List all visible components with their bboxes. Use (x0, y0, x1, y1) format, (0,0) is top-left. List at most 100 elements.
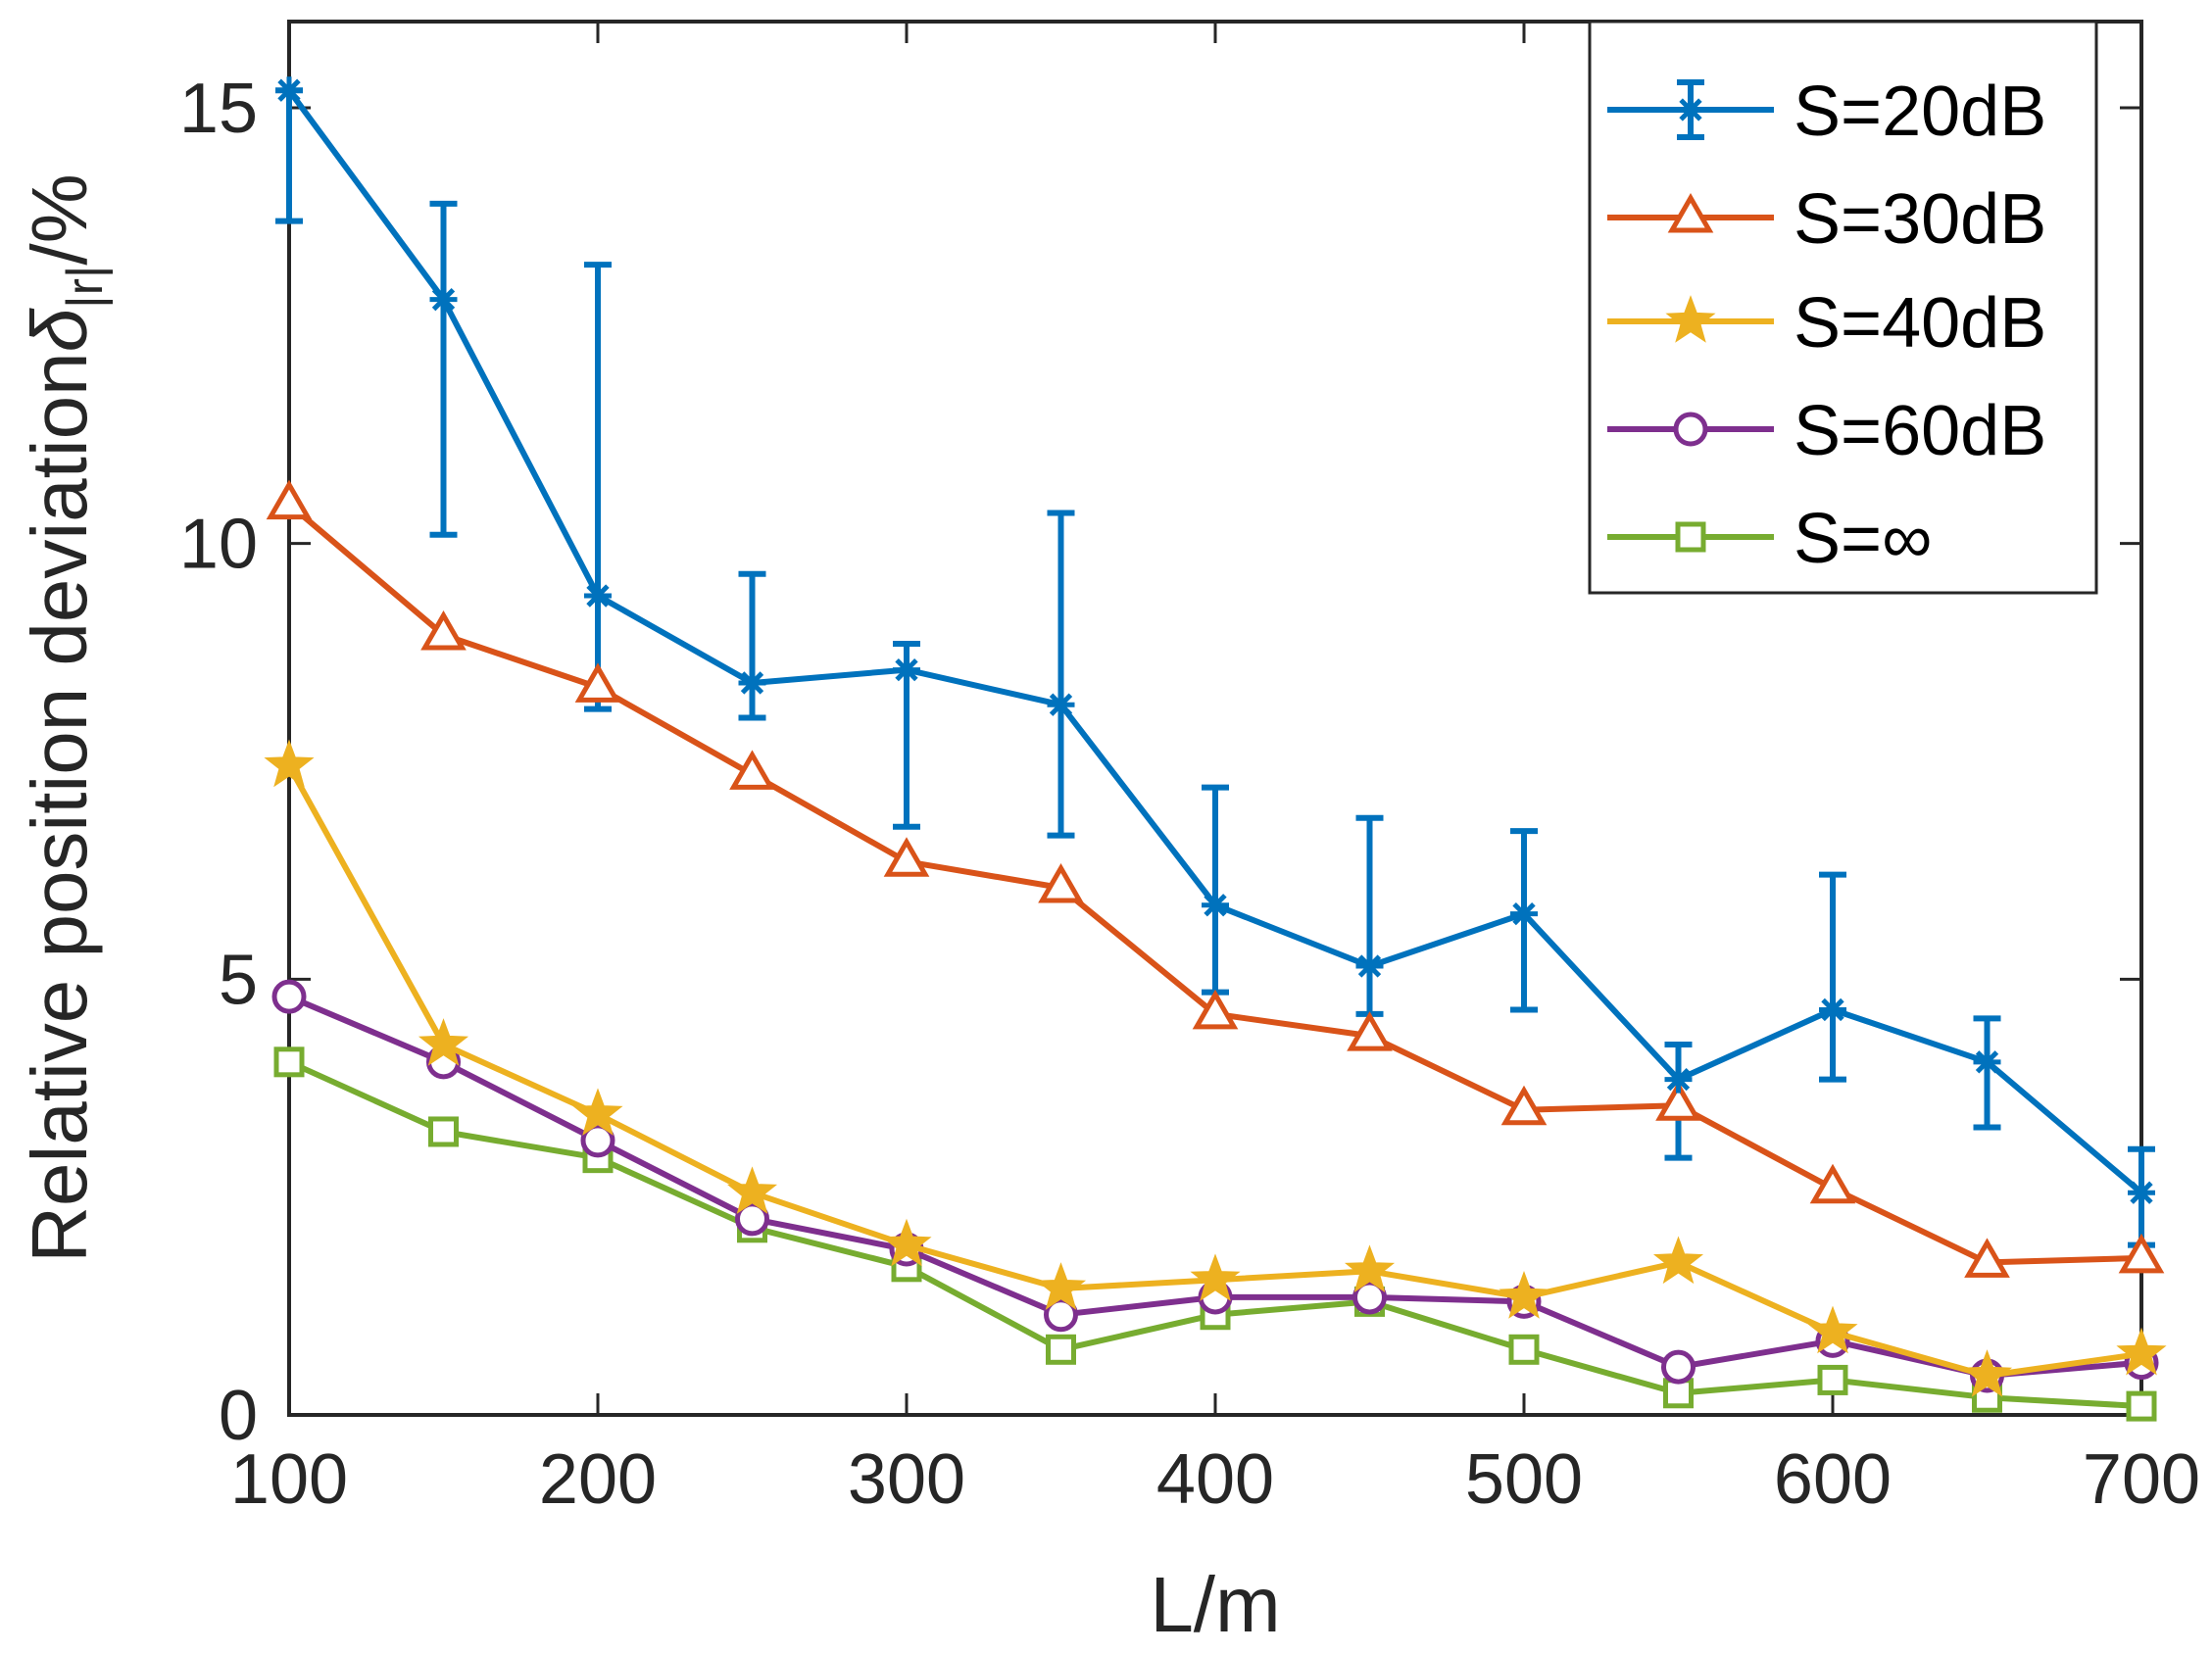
data-point (273, 1046, 305, 1078)
data-point (1819, 996, 1846, 1024)
data-point (266, 479, 313, 520)
marker-shape (420, 610, 467, 651)
marker-shape (883, 837, 930, 877)
marker-stroke (1512, 901, 1536, 926)
marker-shape (881, 1218, 932, 1267)
error-bar (429, 200, 458, 538)
marker-shape (1500, 1085, 1548, 1126)
data-point (1510, 900, 1538, 928)
data-point (2128, 1179, 2155, 1207)
legend-marker (1667, 192, 1714, 233)
data-point (264, 739, 315, 788)
series-2 (264, 739, 2167, 1397)
x-tick-label: 700 (2083, 1440, 2200, 1519)
data-point (1652, 1236, 1704, 1285)
marker-shape (271, 979, 307, 1014)
marker-stroke (1357, 954, 1382, 978)
marker-shape (1499, 1271, 1549, 1319)
marker-shape (1347, 1011, 1393, 1051)
marker-stroke (2130, 1181, 2153, 1204)
data-point (1355, 951, 1384, 980)
data-point (1192, 989, 1239, 1030)
marker-stroke (431, 287, 456, 312)
marker-shape (1961, 1349, 2013, 1397)
data-point (1047, 691, 1075, 719)
marker-stroke (1204, 894, 1227, 917)
data-point (735, 1201, 769, 1237)
y-axis-title-text: Relative position deviation (16, 352, 103, 1262)
legend-entry: S=60dB (1607, 392, 2046, 470)
marker-shape (266, 479, 313, 520)
marker-shape (264, 739, 315, 788)
marker-shape (1809, 1163, 1856, 1204)
marker-shape (1192, 989, 1239, 1030)
marker-shape (1663, 1378, 1694, 1409)
marker-stroke (277, 78, 301, 102)
data-point (1661, 1349, 1696, 1385)
marker-stroke (1049, 693, 1073, 716)
marker-shape (726, 1166, 778, 1214)
y-axis-title-symbol: δ (16, 307, 103, 352)
marker-shape (574, 662, 621, 703)
data-point (893, 656, 920, 684)
data-point (1344, 1244, 1396, 1293)
data-point (1817, 1364, 1848, 1395)
legend-entry: S=∞ (1607, 500, 1932, 578)
data-point (1973, 1047, 2001, 1076)
marker-shape (572, 1088, 623, 1136)
data-point (584, 582, 612, 610)
marker-shape (1655, 1081, 1701, 1121)
x-tick-label: 200 (539, 1440, 657, 1519)
marker-shape (2118, 1233, 2165, 1274)
data-point (1655, 1081, 1701, 1121)
data-point (2118, 1233, 2165, 1274)
data-point (883, 837, 930, 877)
data-point (572, 1088, 623, 1136)
marker-shape (1038, 862, 1084, 903)
data-point (2126, 1390, 2157, 1422)
error-bar (1819, 871, 1846, 1083)
data-series (264, 76, 2167, 1422)
marker-shape (418, 1018, 469, 1066)
marker-shape (1817, 1364, 1848, 1395)
data-point (1352, 1280, 1387, 1315)
data-point (1500, 1085, 1548, 1126)
data-point (429, 285, 458, 314)
marker-shape (580, 1123, 615, 1158)
data-point (580, 1123, 615, 1158)
marker-shape (1046, 1334, 1076, 1365)
marker-stroke (895, 657, 918, 682)
marker-shape (1667, 192, 1714, 233)
data-point (738, 668, 766, 697)
legend-marker (1675, 521, 1706, 553)
marker-shape (273, 1046, 305, 1078)
x-tick-label: 600 (1774, 1440, 1892, 1519)
marker-shape (1964, 1238, 2010, 1278)
svg-text:Relative position deviationδ|r: Relative position deviationδ|r|/% (16, 173, 114, 1263)
axis-ticks (287, 22, 2143, 1417)
marker-shape (1661, 1349, 1696, 1385)
legend-entry: S=30dB (1607, 180, 2046, 259)
series-4 (273, 1046, 2157, 1422)
data-point (1961, 1349, 2013, 1397)
marker-shape (1508, 1334, 1540, 1365)
x-tick-label: 400 (1156, 1440, 1274, 1519)
data-point (1809, 1163, 1856, 1204)
x-tick-label: 500 (1465, 1440, 1583, 1519)
legend-label: S=30dB (1794, 180, 2046, 259)
data-point (1046, 1334, 1076, 1365)
legend-entry: S=20dB (1607, 73, 2046, 151)
legend-label: S=∞ (1794, 500, 1932, 578)
legend: S=20dB S=30dB S=40dB S=60dB S=∞ (1588, 20, 2098, 595)
marker-shape (428, 1116, 459, 1147)
legend-entry: S=40dB (1607, 284, 2046, 363)
legend-label: S=20dB (1794, 73, 2046, 151)
y-axis-title-unit: /% (16, 173, 103, 265)
data-point (574, 662, 621, 703)
y-axis-title-subscript: |r| (57, 266, 114, 309)
y-tick-label: 5 (219, 941, 258, 1019)
legend-box (1588, 20, 2098, 595)
data-point (1035, 1262, 1087, 1310)
data-point (1044, 1297, 1078, 1333)
legend-marker (1673, 412, 1708, 447)
